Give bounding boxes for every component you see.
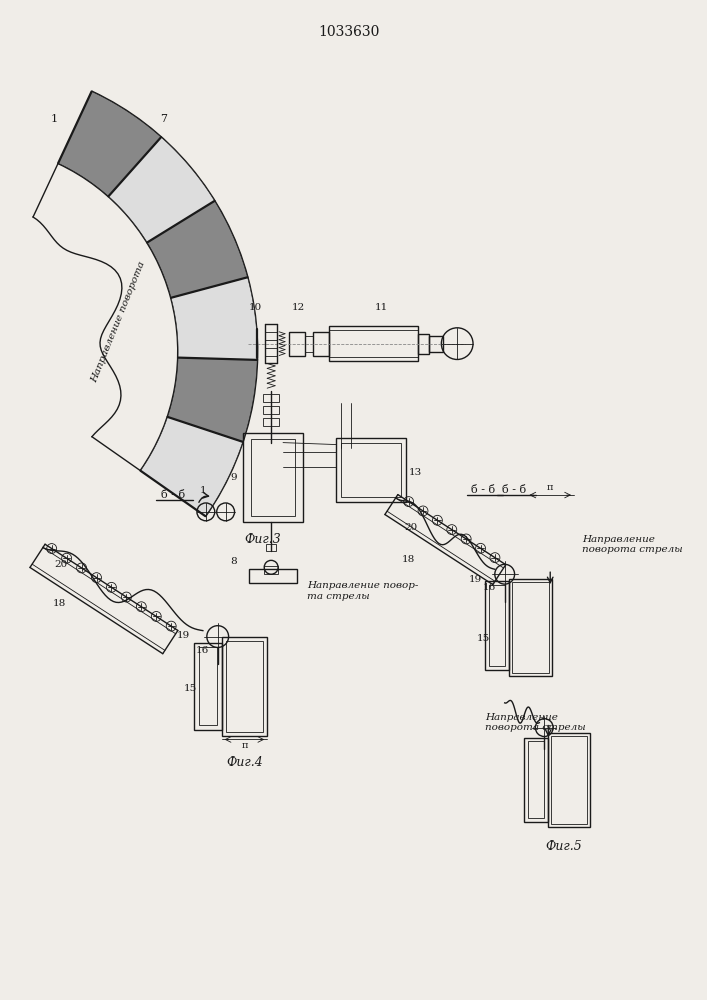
Text: 19: 19 [468, 575, 481, 584]
Bar [263, 394, 279, 402]
Bar [252, 439, 295, 516]
Text: 18: 18 [402, 555, 415, 564]
Polygon shape [108, 137, 214, 242]
Bar [512, 582, 549, 673]
Bar [329, 326, 418, 361]
Polygon shape [147, 201, 247, 298]
Bar [337, 438, 406, 502]
Bar [194, 643, 222, 730]
Bar [263, 406, 279, 414]
Bar [508, 579, 552, 676]
Text: Фиг.3: Фиг.3 [244, 533, 281, 546]
Bar [485, 581, 508, 670]
Bar [263, 418, 279, 426]
Polygon shape [58, 91, 161, 196]
Text: 7: 7 [160, 114, 167, 124]
Text: п: п [547, 483, 554, 492]
Bar [312, 332, 329, 356]
Bar [429, 336, 443, 352]
Text: б - б: б - б [471, 485, 495, 495]
Text: Направление
поворота стрелы: Направление поворота стрелы [485, 713, 585, 732]
Text: 16: 16 [197, 646, 209, 655]
Bar [250, 569, 297, 583]
Bar [289, 332, 305, 356]
Bar [267, 544, 276, 551]
Text: 10: 10 [249, 303, 262, 312]
Bar [489, 585, 505, 666]
Text: 15: 15 [477, 634, 489, 643]
Text: 13: 13 [409, 468, 422, 477]
Text: 20: 20 [404, 523, 417, 532]
Bar [199, 647, 217, 725]
Polygon shape [141, 417, 243, 516]
Text: 16: 16 [483, 583, 496, 592]
Bar [528, 741, 544, 818]
Text: Фиг.4: Фиг.4 [226, 756, 263, 769]
Text: 12: 12 [292, 303, 305, 312]
Bar [418, 334, 429, 354]
Text: б - б: б - б [503, 485, 527, 495]
Bar [243, 433, 303, 522]
Text: 20: 20 [54, 560, 68, 569]
Text: б - б: б - б [161, 490, 185, 500]
Text: 1033630: 1033630 [319, 25, 380, 39]
Bar [329, 330, 418, 357]
Text: Фиг.5: Фиг.5 [546, 840, 583, 853]
Bar [525, 738, 548, 822]
Bar [264, 566, 278, 574]
Polygon shape [171, 277, 257, 360]
Text: 8: 8 [230, 557, 237, 566]
Polygon shape [168, 358, 257, 442]
Text: п: п [241, 741, 247, 750]
Text: Направление поворота: Направление поворота [90, 260, 147, 384]
Bar [551, 736, 587, 824]
Text: 15: 15 [183, 684, 197, 693]
Text: 1: 1 [199, 486, 206, 495]
Bar [341, 443, 401, 497]
Text: 9: 9 [230, 473, 237, 482]
Bar [226, 641, 263, 732]
Text: 19: 19 [177, 631, 189, 640]
Text: 11: 11 [375, 303, 387, 312]
Text: 18: 18 [53, 599, 66, 608]
Bar [222, 637, 267, 736]
Bar [305, 336, 312, 352]
Bar [548, 733, 590, 827]
Text: Направление повор-
та стрелы: Направление повор- та стрелы [307, 581, 418, 601]
Text: Направление
поворота стрелы: Направление поворота стрелы [582, 535, 683, 554]
Text: 1: 1 [51, 114, 58, 124]
